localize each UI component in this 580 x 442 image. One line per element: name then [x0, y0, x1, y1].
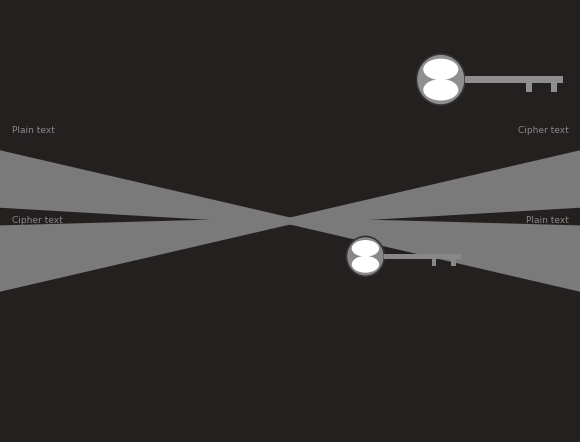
- Text: Cipher text: Cipher text: [12, 217, 63, 225]
- Polygon shape: [290, 150, 580, 225]
- Bar: [451, 259, 456, 266]
- Ellipse shape: [351, 256, 379, 273]
- Text: Plain text: Plain text: [525, 217, 568, 225]
- Ellipse shape: [416, 54, 465, 105]
- Text: Cipher text: Cipher text: [517, 126, 568, 135]
- Bar: [465, 76, 563, 83]
- Polygon shape: [290, 217, 580, 292]
- Text: Plain text: Plain text: [12, 126, 55, 135]
- Bar: [385, 254, 461, 259]
- Polygon shape: [0, 217, 290, 292]
- Bar: [432, 259, 436, 266]
- Ellipse shape: [423, 79, 458, 100]
- Ellipse shape: [423, 59, 458, 80]
- Polygon shape: [287, 217, 293, 225]
- Ellipse shape: [351, 240, 379, 257]
- Bar: [525, 83, 532, 92]
- Bar: [551, 83, 557, 92]
- Ellipse shape: [346, 236, 385, 276]
- Polygon shape: [0, 150, 290, 225]
